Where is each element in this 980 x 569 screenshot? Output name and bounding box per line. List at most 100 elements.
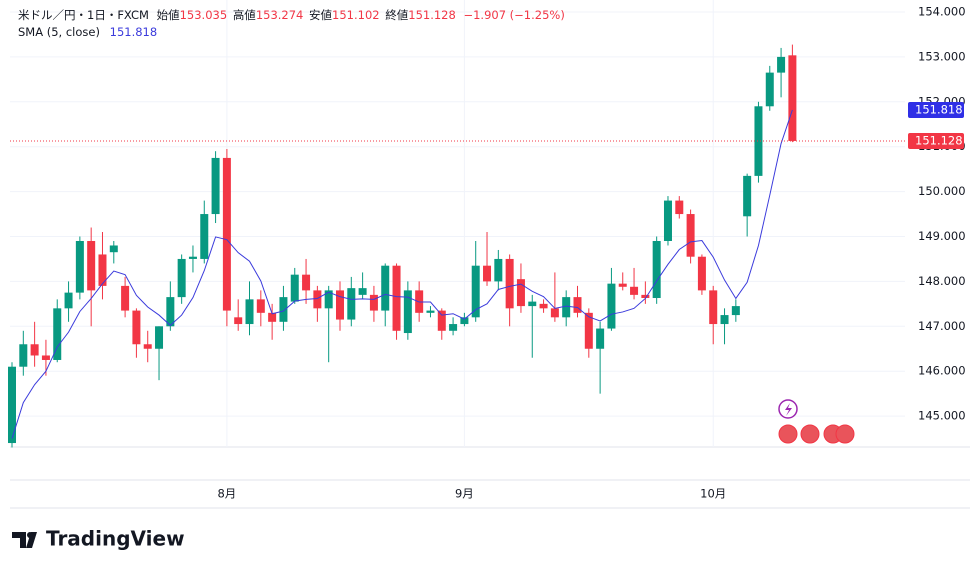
candle-body (550, 308, 559, 318)
candle-body (143, 344, 152, 349)
candle-body (98, 254, 107, 286)
logo: TradingView (12, 527, 185, 551)
candle-body (516, 279, 525, 307)
candle-body (121, 285, 130, 311)
y-tick-label: 145.000 (918, 409, 966, 423)
sma-value: 151.818 (110, 25, 158, 39)
candle-body (200, 214, 209, 259)
high-value: 153.274 (256, 8, 304, 22)
candle-body (562, 297, 571, 318)
candle-body (788, 55, 797, 141)
candle-body (573, 297, 582, 313)
lightning (785, 403, 792, 416)
symbol: 米ドル／円・1日・FXCM (18, 8, 149, 22)
candle-body (426, 310, 435, 313)
x-tick-label: 9月 (455, 487, 474, 501)
candle-body (132, 310, 141, 345)
open-label: 始値 (157, 8, 180, 22)
candle-body (256, 299, 265, 313)
candle-body (720, 315, 729, 325)
candle-body (539, 303, 548, 309)
candle-body (302, 274, 311, 291)
candle-body (381, 265, 390, 311)
candle-body (188, 256, 197, 259)
candle-body (765, 72, 774, 107)
y-tick-label: 154.000 (918, 5, 966, 19)
close-label: 終値 (385, 8, 408, 22)
candle-body (460, 317, 469, 325)
candle-body (335, 290, 344, 320)
candle-body (177, 258, 186, 298)
candle-body (279, 297, 288, 322)
x-tick-label: 8月 (217, 487, 236, 501)
candle-body (449, 324, 458, 331)
candle-body (41, 355, 50, 360)
candle-body (245, 299, 254, 325)
candle-body (313, 290, 322, 309)
sma-price-label: 151.818 (915, 102, 963, 116)
candle-body (697, 256, 706, 291)
event-icons (778, 399, 855, 444)
candle-body (675, 200, 684, 215)
candle-body (222, 157, 231, 311)
candle-body (686, 214, 695, 257)
close-value: 151.128 (408, 8, 456, 22)
candle-body (369, 294, 378, 311)
candle-body (641, 294, 650, 299)
candle-body (528, 301, 537, 307)
close-price-box (908, 132, 964, 149)
candle-body (268, 312, 277, 322)
candle-body (777, 56, 786, 73)
flag-icon (800, 424, 820, 444)
change: −1.907 (−1.25%) (463, 8, 564, 22)
close-price-label: 151.128 (915, 133, 963, 147)
candle-body (437, 310, 446, 331)
candle-body (483, 265, 492, 282)
marks (8, 44, 797, 448)
candle-body (731, 306, 740, 316)
high-label: 高値 (233, 8, 256, 22)
candle-body (494, 258, 503, 282)
candle-body (743, 175, 752, 217)
low-value: 151.102 (332, 8, 380, 22)
logo-dot (27, 532, 33, 538)
y-tick-label: 147.000 (918, 319, 966, 333)
candle-body (19, 344, 28, 367)
sma-price-box (908, 101, 964, 118)
candle-body (8, 366, 16, 444)
sma-name: SMA (5, close) (18, 25, 100, 39)
candle-body (505, 258, 514, 309)
flag-icon (778, 424, 798, 444)
y-tick-label: 146.000 (918, 364, 966, 378)
candle-body (347, 288, 356, 320)
candle-body (392, 265, 401, 331)
candle-body (290, 274, 299, 302)
y-tick-label: 148.000 (918, 274, 966, 288)
candle-body (607, 283, 616, 329)
candle-body (358, 288, 367, 295)
brand: TradingView (46, 527, 185, 551)
header: 米ドル／円・1日・FXCM 始値153.035 高値153.274 安値151.… (18, 8, 565, 22)
y-tick-label: 150.000 (918, 184, 966, 198)
candle-body (87, 240, 96, 291)
candle-body (471, 265, 480, 318)
candle-body (584, 312, 593, 349)
open-value: 153.035 (180, 8, 228, 22)
candle-body (234, 317, 243, 325)
flag-icon (835, 424, 855, 444)
y-tick-label: 149.000 (918, 229, 966, 243)
candle-body (596, 328, 605, 349)
candle-body (211, 157, 220, 215)
candle-body (663, 200, 672, 241)
candle-body (75, 240, 84, 293)
candle-body (324, 290, 333, 309)
candle-body (618, 283, 627, 287)
candle-body (166, 297, 175, 327)
candle-body (403, 290, 412, 334)
candle-body (652, 240, 661, 299)
y-tick-label: 153.000 (918, 49, 966, 63)
candle-body (155, 326, 164, 349)
candle-body (630, 286, 639, 295)
